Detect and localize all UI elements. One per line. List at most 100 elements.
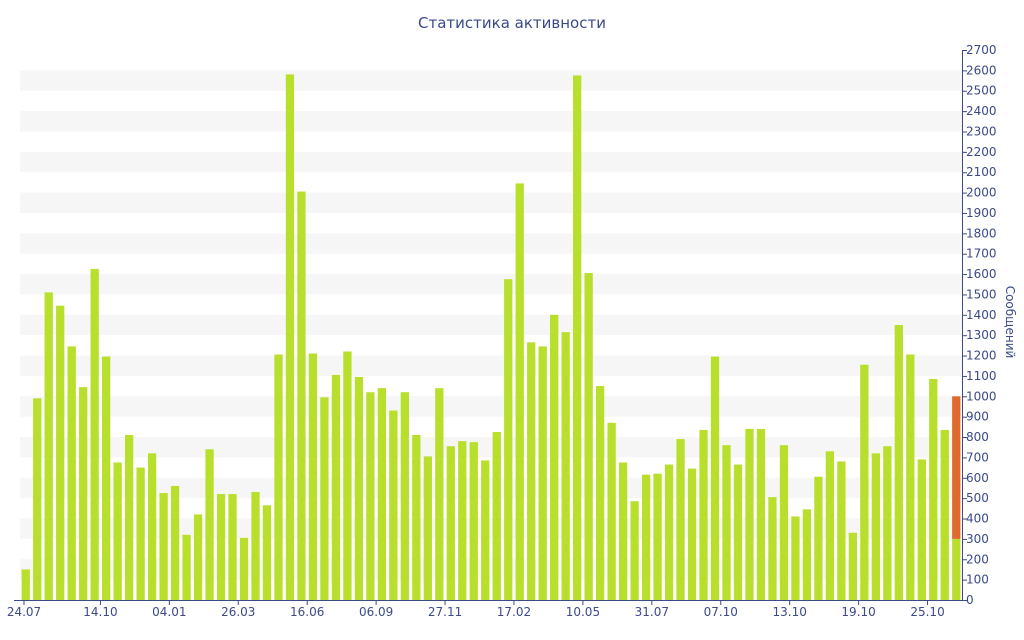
bar xyxy=(618,462,628,600)
y-tick-label: 800 xyxy=(966,430,989,444)
bar xyxy=(664,464,674,600)
y-tick-label: 1200 xyxy=(966,349,997,363)
bar xyxy=(825,451,835,600)
bar xyxy=(124,435,134,600)
bar xyxy=(779,445,789,600)
grid-band xyxy=(20,70,962,91)
y-tick-label: 1100 xyxy=(966,369,997,383)
bar xyxy=(504,279,513,600)
bar xyxy=(676,439,685,600)
grid-band xyxy=(20,151,962,173)
bar xyxy=(607,422,616,600)
bar xyxy=(136,467,145,600)
x-tick-label: 19.10 xyxy=(841,605,875,619)
x-tick-label: 17.02 xyxy=(497,605,531,619)
bar xyxy=(710,356,720,600)
grid-band xyxy=(20,111,962,132)
y-tick-label: 1700 xyxy=(966,247,997,261)
bar xyxy=(837,461,846,600)
bar xyxy=(458,441,467,600)
bar xyxy=(653,473,662,600)
grid-band xyxy=(20,233,962,254)
y-axis-title: Сообщений xyxy=(1003,286,1017,359)
y-tick-label: 0 xyxy=(966,593,974,607)
y-tick-label: 900 xyxy=(966,410,989,424)
bar xyxy=(952,538,961,600)
bar xyxy=(147,453,157,600)
bar xyxy=(722,445,731,600)
bar xyxy=(320,397,329,600)
bar xyxy=(595,386,605,600)
grid-band xyxy=(20,192,962,213)
bar xyxy=(550,314,559,600)
bar xyxy=(446,446,455,600)
bar xyxy=(170,485,180,600)
bar xyxy=(21,569,30,600)
y-tick-label: 300 xyxy=(966,532,989,546)
bar xyxy=(412,435,421,600)
y-tick-label: 700 xyxy=(966,450,989,464)
grid-band xyxy=(20,314,962,336)
bar xyxy=(377,388,387,600)
y-tick-label: 1500 xyxy=(966,287,997,301)
y-tick-label: 200 xyxy=(966,552,989,566)
y-tick-label: 2600 xyxy=(966,63,997,77)
bar xyxy=(400,392,409,600)
bar xyxy=(216,494,226,600)
y-tick-label: 100 xyxy=(966,573,989,587)
bar xyxy=(515,183,524,601)
y-tick-label: 500 xyxy=(966,491,989,505)
bar xyxy=(756,428,766,600)
bar xyxy=(906,354,915,600)
bar xyxy=(262,505,272,600)
x-tick-label: 26.03 xyxy=(221,605,255,619)
x-tick-label: 27.11 xyxy=(428,605,462,619)
y-tick-label: 2500 xyxy=(966,84,997,98)
bar xyxy=(182,534,191,600)
bar xyxy=(814,476,823,600)
bar xyxy=(239,537,249,600)
bar xyxy=(366,392,375,600)
bar xyxy=(354,376,364,600)
bar xyxy=(883,446,892,600)
bar xyxy=(699,429,708,600)
bar xyxy=(113,462,122,600)
x-tick-label: 07.10 xyxy=(704,605,738,619)
bar xyxy=(871,453,880,600)
bar xyxy=(251,492,260,600)
bar xyxy=(159,493,168,600)
x-tick-label: 14.10 xyxy=(83,605,117,619)
y-tick-label: 1900 xyxy=(966,206,997,220)
y-tick-label: 1800 xyxy=(966,226,997,240)
bar xyxy=(56,305,65,600)
bar xyxy=(687,468,697,600)
bar xyxy=(929,378,938,600)
y-tick-label: 1300 xyxy=(966,328,997,342)
bar xyxy=(435,388,444,600)
y-tick-label: 1600 xyxy=(966,267,997,281)
y-tick-label: 400 xyxy=(966,512,989,526)
bar xyxy=(791,516,800,600)
x-tick-label: 06.09 xyxy=(359,605,393,619)
bar xyxy=(630,501,639,600)
y-tick-label: 600 xyxy=(966,471,989,485)
bar xyxy=(33,398,42,600)
bar xyxy=(331,374,341,600)
x-tick-label: 13.10 xyxy=(773,605,807,619)
bar xyxy=(285,74,295,600)
bar xyxy=(745,428,754,600)
bar xyxy=(641,474,651,600)
bar xyxy=(102,356,111,600)
bar xyxy=(573,75,582,601)
bar xyxy=(90,268,99,600)
y-tick-label: 2400 xyxy=(966,104,997,118)
bar xyxy=(308,353,318,600)
bar xyxy=(389,410,398,600)
bar-highlight xyxy=(952,396,961,539)
bar xyxy=(343,351,352,600)
bar xyxy=(561,332,570,600)
bar xyxy=(423,456,432,600)
bar xyxy=(527,342,536,600)
y-tick-label: 2300 xyxy=(966,124,997,138)
